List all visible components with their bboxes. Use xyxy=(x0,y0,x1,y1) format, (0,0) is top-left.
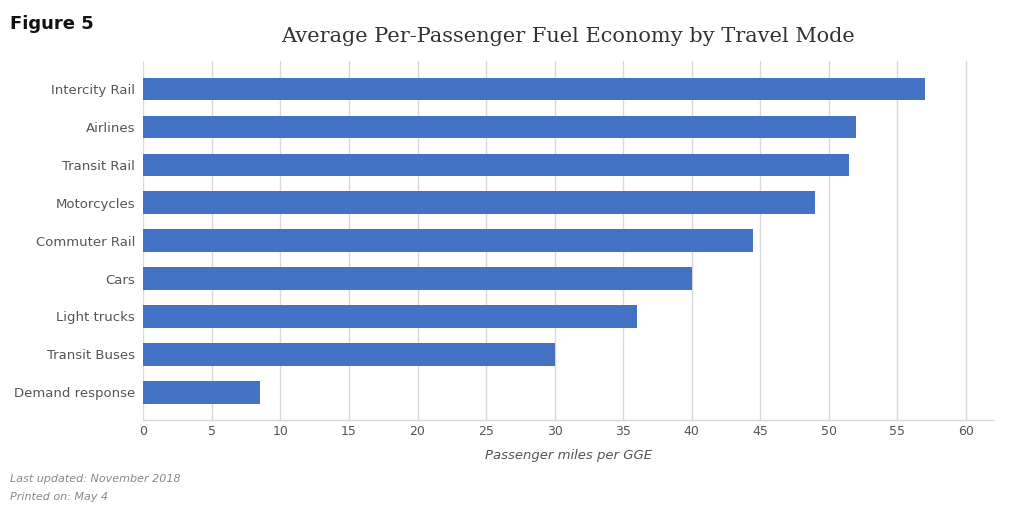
Bar xyxy=(143,78,925,100)
Text: Printed on: May 4: Printed on: May 4 xyxy=(10,492,109,502)
Bar xyxy=(143,154,849,176)
Bar xyxy=(143,267,691,290)
Text: Last updated: November 2018: Last updated: November 2018 xyxy=(10,474,181,484)
Bar xyxy=(143,381,260,403)
Title: Average Per-Passenger Fuel Economy by Travel Mode: Average Per-Passenger Fuel Economy by Tr… xyxy=(282,27,855,46)
Text: Figure 5: Figure 5 xyxy=(10,15,94,33)
Bar xyxy=(143,305,637,328)
Bar xyxy=(143,116,856,138)
Bar xyxy=(143,191,815,214)
Bar xyxy=(143,343,555,366)
X-axis label: Passenger miles per GGE: Passenger miles per GGE xyxy=(484,449,652,462)
Bar xyxy=(143,229,754,252)
